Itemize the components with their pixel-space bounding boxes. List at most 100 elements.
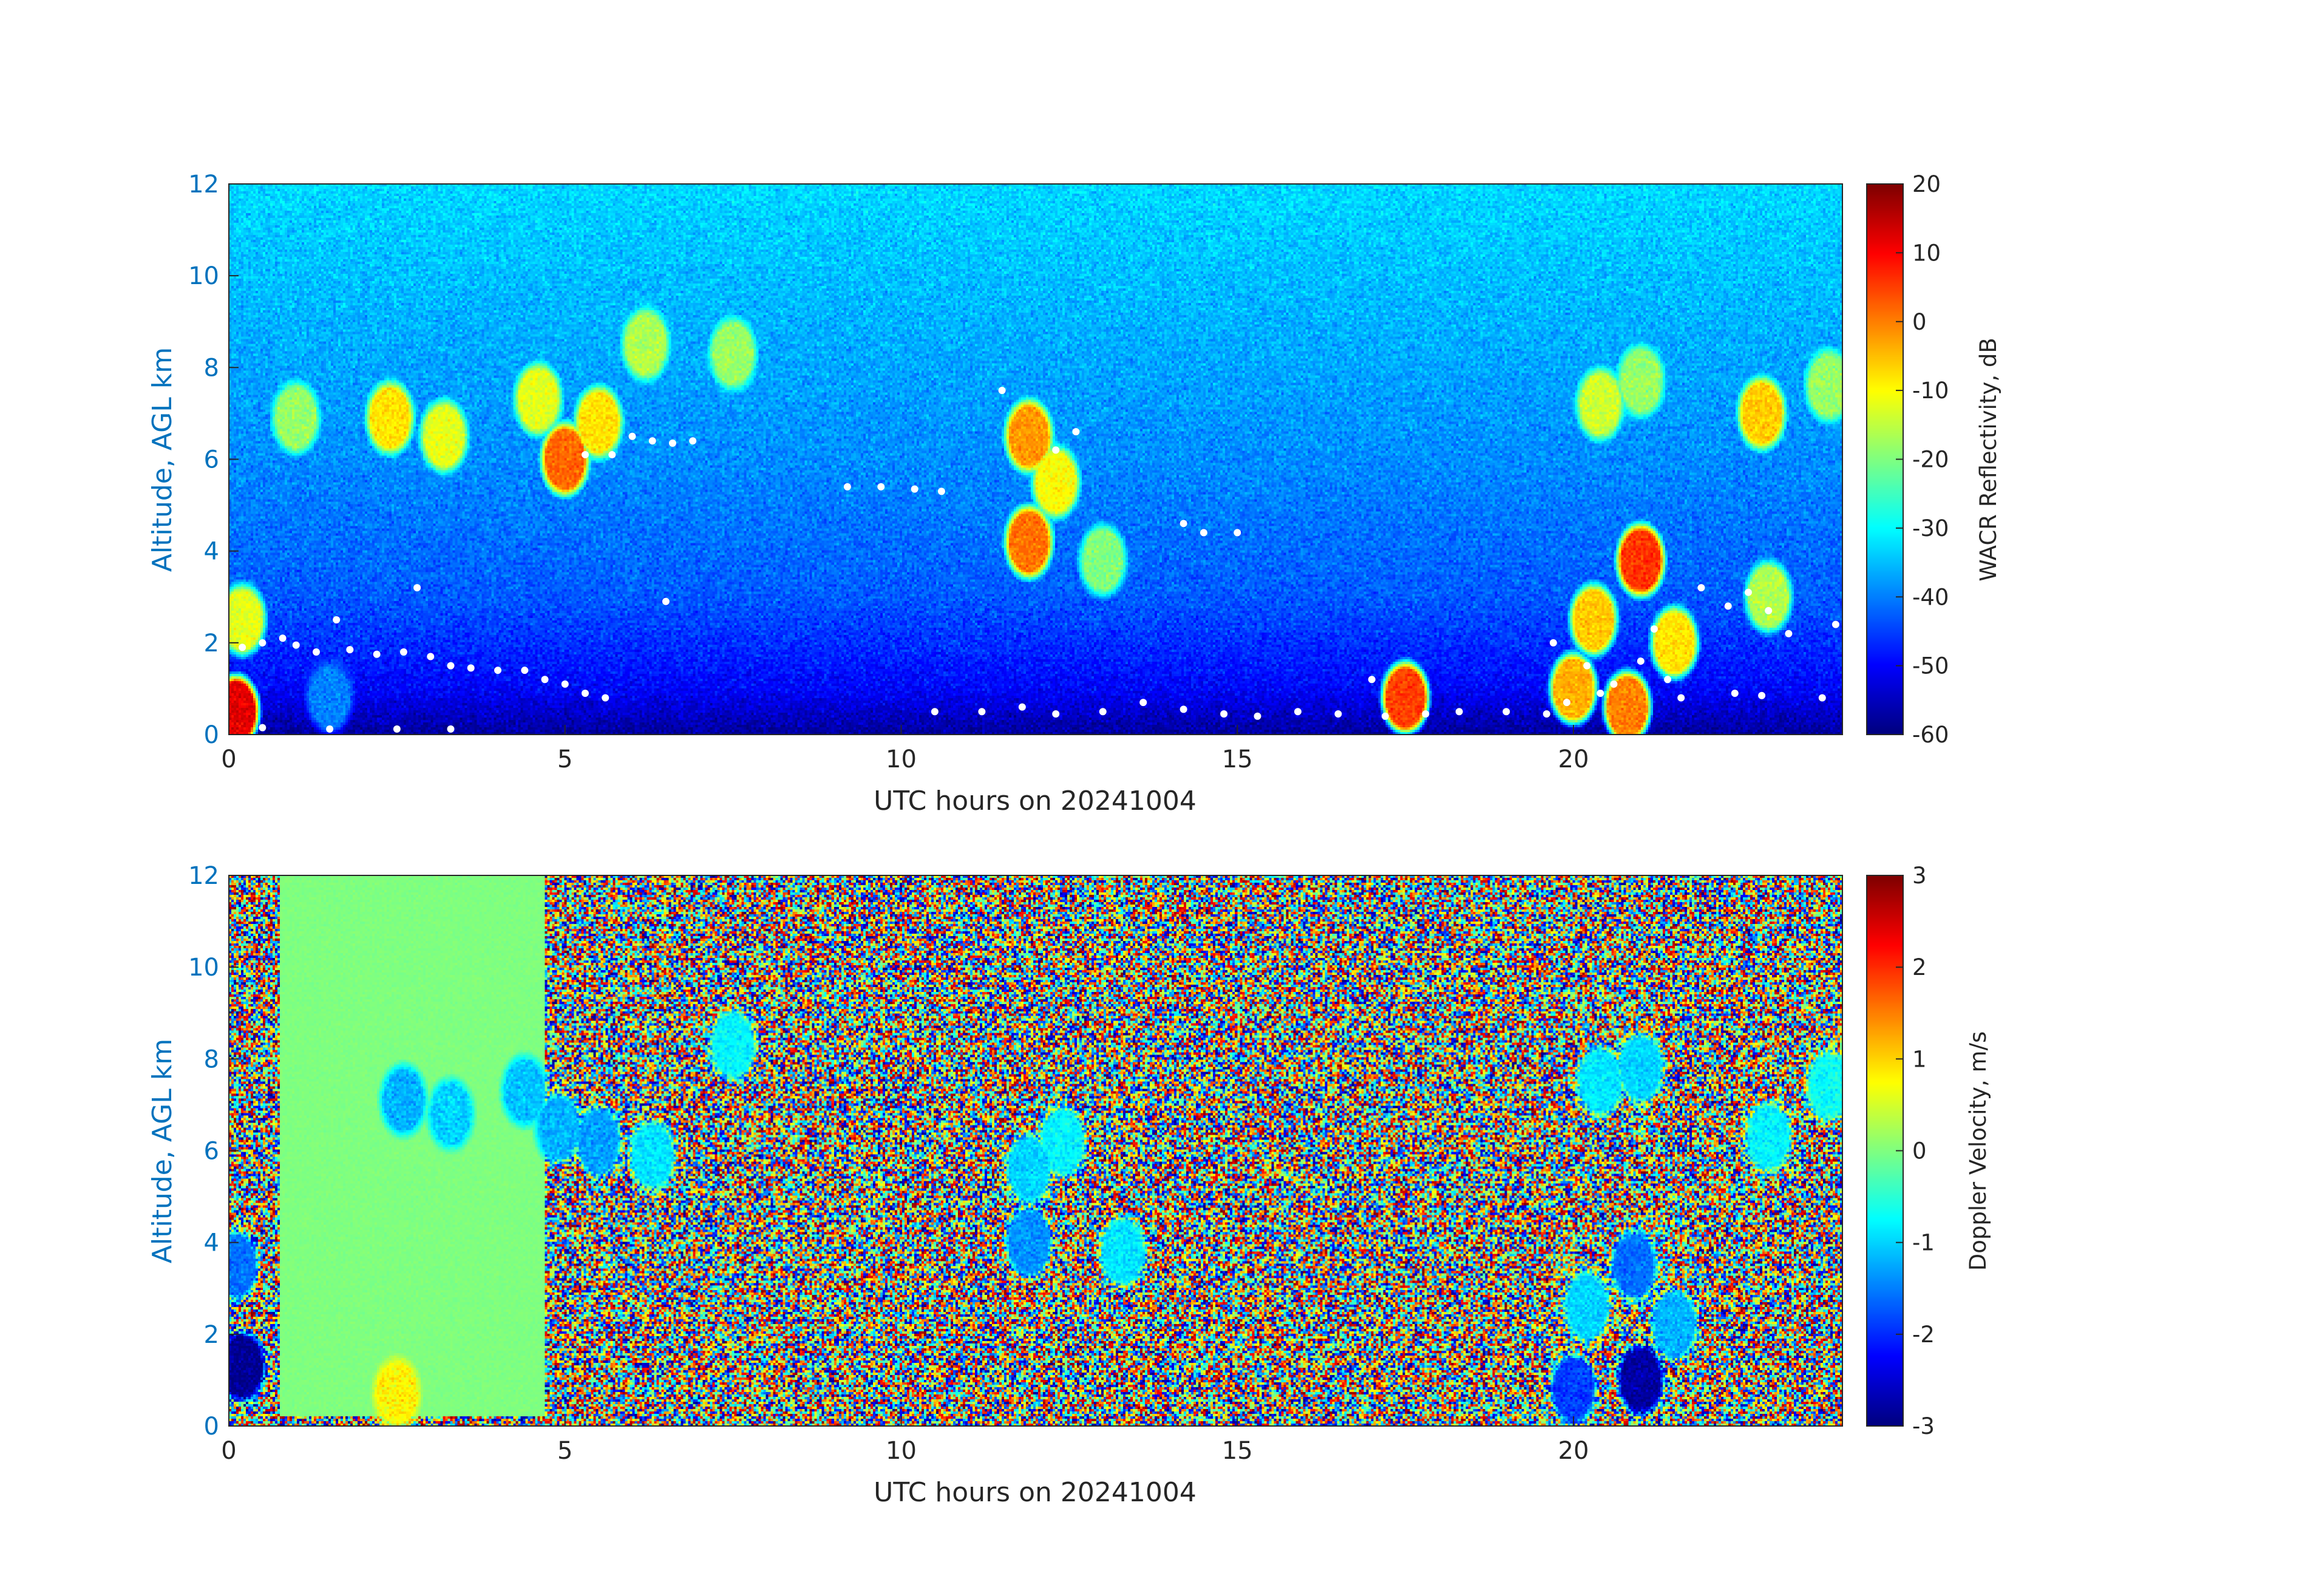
- cloud-base-point: [399, 648, 407, 656]
- cloud-base-point: [1455, 708, 1463, 716]
- reflectivity-x-axis-label: UTC hours on 20241004: [874, 786, 1197, 817]
- x-tick-label: 15: [1222, 745, 1253, 773]
- cloud-base-point: [447, 662, 455, 670]
- cloud-base-point: [1180, 705, 1187, 713]
- cloud-base-point: [467, 664, 475, 672]
- cloud-base-point: [1597, 689, 1604, 697]
- colorbar-tick-label: 0: [1912, 309, 1927, 335]
- cloud-base-point: [1422, 710, 1430, 718]
- cloud-base-point: [1254, 712, 1261, 720]
- reflectivity-colorbar-label: WACR Reflectivity, dB: [1975, 338, 2001, 582]
- cloud-base-point: [602, 694, 609, 702]
- colorbar-tick-label: 0: [1912, 1138, 1927, 1164]
- x-tick-label: 10: [886, 745, 917, 773]
- velocity-colorbar-label: Doppler Velocity, m/s: [1965, 1031, 1991, 1271]
- cloud-base-point: [1368, 676, 1376, 684]
- cloud-base-point: [1664, 676, 1672, 684]
- cloud-base-point: [1637, 657, 1645, 665]
- colorbar-tick-label: -30: [1912, 515, 1949, 542]
- x-tick-label: 0: [221, 745, 236, 773]
- cloud-base-point: [1724, 602, 1732, 610]
- cloud-base-point: [1052, 446, 1060, 454]
- cloud-base-point: [259, 639, 266, 647]
- cloud-base-point: [279, 634, 287, 642]
- velocity-y-axis-label: Altitude, AGL km: [147, 1039, 178, 1263]
- velocity-x-ticks: 0 5 10 15 20: [221, 1416, 1589, 1465]
- reflectivity-panel: 0 5 10 15 20 0 2 4 6 8 10 12 UTC hours on 20241004…: [147, 171, 2001, 817]
- cloud-base-point: [292, 641, 300, 649]
- cloud-base-point: [911, 485, 918, 493]
- x-tick-label: 5: [557, 745, 572, 773]
- cloud-base-point: [877, 483, 885, 491]
- cloud-base-point: [628, 432, 636, 440]
- colorbar-tick-label: 3: [1912, 863, 1927, 889]
- y-tick-label: 6: [204, 446, 219, 474]
- cloud-base-point: [1180, 520, 1187, 528]
- y-tick-label: 6: [204, 1138, 219, 1166]
- cloud-base-point: [494, 667, 501, 674]
- cloud-base-point: [541, 676, 549, 684]
- cloud-base-point: [1818, 694, 1826, 702]
- cloud-base-point: [561, 680, 569, 688]
- x-tick-label: 20: [1558, 1437, 1589, 1465]
- cloud-base-point: [1610, 680, 1618, 688]
- y-tick-label: 4: [204, 538, 219, 566]
- colorbar-tick-label: -2: [1912, 1322, 1935, 1348]
- cloud-base-point: [1785, 630, 1793, 637]
- cloud-base-point: [1381, 712, 1389, 720]
- x-tick-label: 5: [557, 1437, 572, 1465]
- colorbar-tick-label: -20: [1912, 447, 1949, 473]
- colorbar-tick-label: -40: [1912, 584, 1949, 610]
- y-tick-label: 2: [204, 1321, 219, 1349]
- cloud-base-point: [1731, 689, 1739, 697]
- colorbar-tick-label: -3: [1912, 1413, 1935, 1439]
- cloud-base-point: [1697, 584, 1705, 592]
- cloud-base-point: [662, 597, 670, 605]
- x-tick-label: 10: [886, 1437, 917, 1465]
- cloud-base-point: [931, 708, 939, 716]
- y-tick-label: 10: [188, 262, 219, 290]
- cloud-base-point: [259, 724, 266, 732]
- cloud-base-point: [1758, 691, 1766, 699]
- cloud-base-point: [521, 667, 529, 674]
- cloud-base-point: [648, 437, 656, 445]
- cloud-base-point: [312, 648, 320, 656]
- y-tick-label: 12: [188, 862, 219, 890]
- reflectivity-y-ticks: 0 2 4 6 8 10 12: [188, 171, 239, 749]
- velocity-colorbar-ticks: 3 2 1 0 -1 -2 -3: [1896, 863, 1935, 1439]
- cloud-base-point: [346, 646, 354, 654]
- velocity-y-ticks: 0 2 4 6 8 10 12: [188, 862, 239, 1441]
- cloud-base-point: [1549, 639, 1557, 647]
- cloud-base-point: [937, 487, 945, 495]
- reflectivity-x-ticks: 0 5 10 15 20: [221, 725, 1589, 773]
- y-tick-label: 0: [204, 1413, 219, 1441]
- cloud-base-point: [1563, 699, 1570, 707]
- colorbar-tick-label: 20: [1912, 171, 1941, 197]
- x-tick-label: 15: [1222, 1437, 1253, 1465]
- cloud-base-point: [413, 584, 421, 592]
- cloud-base-point: [1677, 694, 1685, 702]
- colorbar-tick-label: 1: [1912, 1046, 1927, 1072]
- cloud-base-point: [978, 708, 986, 716]
- y-tick-label: 4: [204, 1229, 219, 1257]
- y-tick-label: 8: [204, 354, 219, 382]
- reflectivity-colorbar-ticks: 20 10 0 -10 -20 -30 -40 -50 -60: [1896, 171, 1949, 748]
- cloud-base-points: [239, 387, 1839, 733]
- cloud-base-point: [581, 450, 589, 458]
- colorbar-tick-label: -1: [1912, 1230, 1935, 1256]
- y-tick-label: 10: [188, 954, 219, 982]
- y-tick-label: 0: [204, 721, 219, 749]
- colorbar-tick-label: -10: [1912, 378, 1949, 404]
- cloud-base-point: [1200, 529, 1207, 537]
- x-tick-label: 0: [221, 1437, 236, 1465]
- cloud-base-point: [581, 689, 589, 697]
- cloud-base-point: [998, 387, 1006, 395]
- cloud-base-point: [1831, 620, 1839, 628]
- cloud-base-point: [1099, 708, 1107, 716]
- cloud-base-point: [393, 725, 401, 733]
- x-tick-label: 20: [1558, 745, 1589, 773]
- cloud-base-point: [427, 653, 435, 660]
- colorbar-tick-label: -50: [1912, 653, 1949, 679]
